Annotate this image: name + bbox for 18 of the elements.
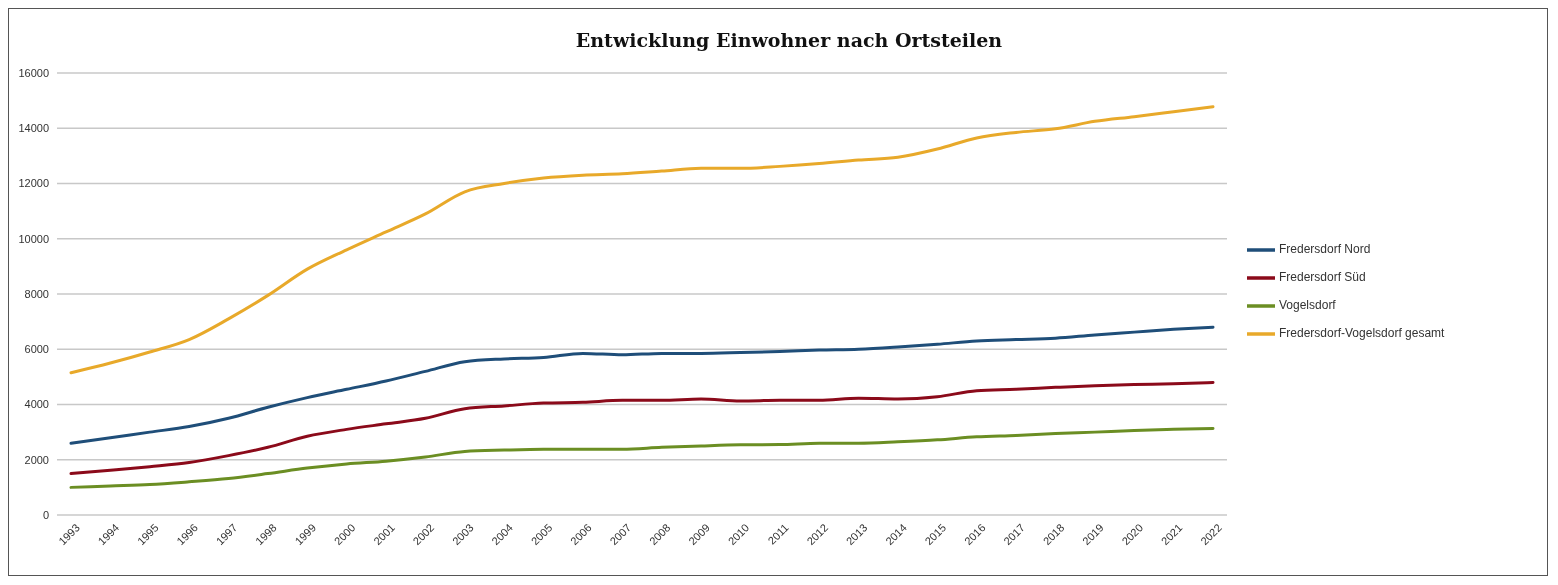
line-series [69,325,1215,445]
y-tick-label: 6000 [24,343,49,356]
y-tick-label: 14000 [18,122,49,135]
legend-label: Fredersdorf Süd [1279,270,1366,285]
line-series [69,105,1215,375]
legend-label: Vogelsdorf [1279,298,1336,313]
line-series [69,380,1215,476]
y-tick-label: 12000 [18,177,49,190]
y-tick-label: 10000 [18,232,49,245]
y-tick-label: 16000 [18,66,49,79]
y-tick-label: 0 [42,508,49,521]
line-series [69,427,1215,489]
legend-label: Fredersdorf Nord [1279,242,1371,257]
y-tick-label: 4000 [24,398,49,411]
chart-title: Entwicklung Einwohner nach Ortsteilen [574,29,1004,51]
y-tick-label: 8000 [24,287,49,300]
y-tick-label: 2000 [24,453,49,466]
legend-label: Fredersdorf-Vogelsdorf gesamt [1279,326,1445,341]
